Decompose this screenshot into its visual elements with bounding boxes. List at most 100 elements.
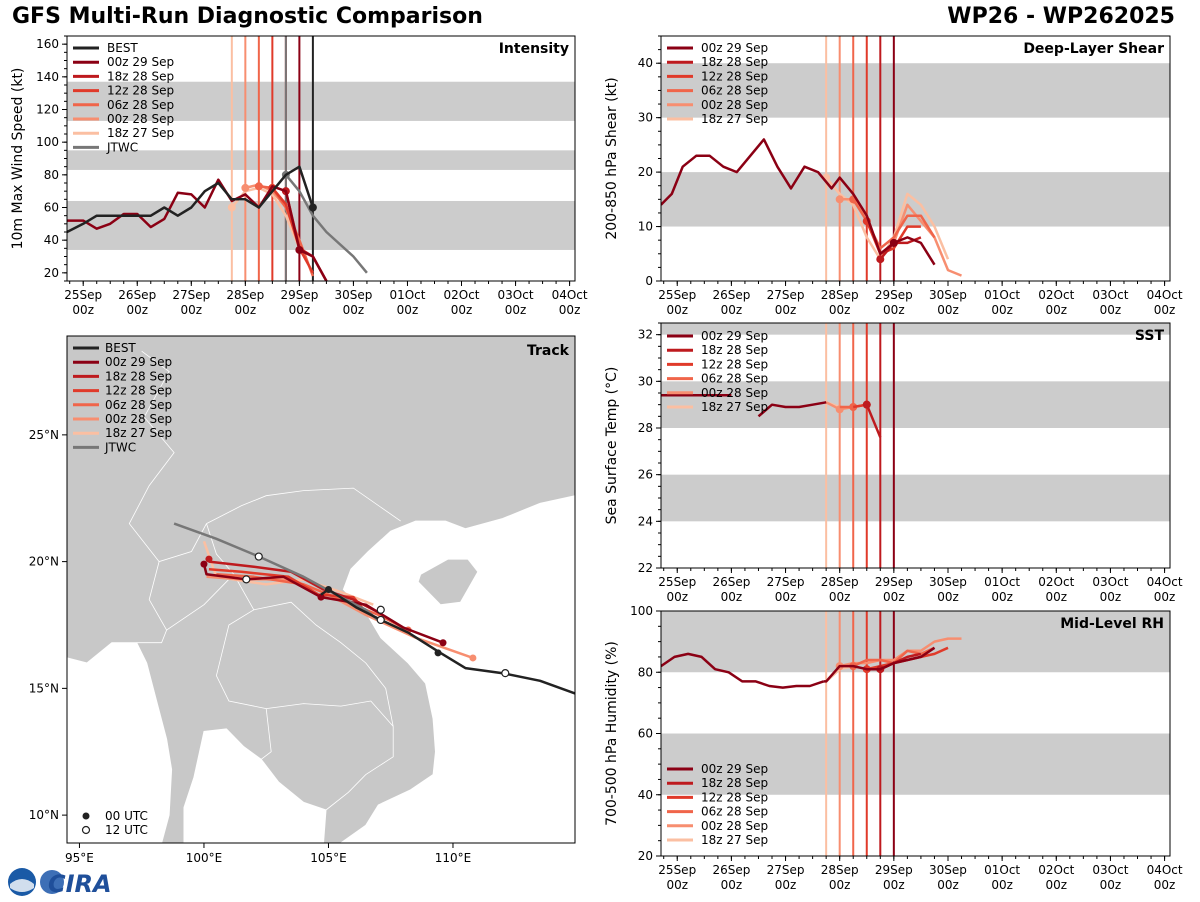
intensity-ytick-label: 120 [36,103,59,117]
sst-xtick-date: 30Sep [929,575,967,589]
track-plot: 95°E 100°E 105°E 110°E 10°N 15°N 20°N 25°N Track… [29,335,576,865]
shear-xtick-date: 25Sep [658,288,696,302]
rh-xtick-date: 28Sep [821,863,859,877]
shear-plot: 01020304025Sep00z26Sep00z27Sep00z28Sep00… [604,35,1183,317]
intensity-xtick-date: 27Sep [172,288,210,302]
track-legend-label: 18z 27 Sep [105,426,172,440]
track-dot-00utc [324,586,332,593]
intensity-legend-label: 18z 27 Sep [107,126,174,140]
intensity-xtick-hour: 00z [505,303,527,317]
shear-legend-label: 18z 28 Sep [701,55,768,69]
shear-xtick-hour: 00z [775,303,797,317]
sst-xtick-date: 28Sep [821,575,859,589]
rh-legend-label: 18z 28 Sep [701,776,768,790]
track-dot-00utc [439,639,447,647]
intensity-ytick-label: 40 [44,233,59,247]
rh-xtick-date: 26Sep [712,863,750,877]
intensity-series-dot [254,182,263,191]
sst-xtick-hour: 00z [883,590,905,604]
track-line [173,522,382,624]
shear-xtick-hour: 00z [1045,303,1067,317]
track-frame [66,335,576,844]
logo-text: CIRA [48,870,112,898]
shear-ytick-label: 20 [638,165,653,179]
shear-xtick-date: 01Oct [984,288,1020,302]
shear-legend-label: 00z 29 Sep [701,41,768,55]
border-line [206,487,401,524]
shear-ytick-label: 10 [638,220,653,234]
intensity-series-line [271,187,314,274]
sst-band [661,474,1170,522]
marker-legend-label: 00 UTC [105,809,148,823]
border-line [128,350,175,562]
sst-xtick-date: 04Oct [1147,575,1183,589]
sst-xtick-hour: 00z [1100,590,1122,604]
intensity-xtick-date: 04Oct [552,288,588,302]
intensity-ytick-label: 80 [44,168,59,182]
sst-legend-label: 00z 29 Sep [701,329,768,343]
sst-legend-label: 18z 27 Sep [701,400,768,414]
lat-tick-label: 20°N [29,555,59,569]
track-legend-label: JTWC [104,440,136,454]
intensity-xtick-date: 03Oct [498,288,534,302]
intensity-band [67,150,575,170]
intensity-ytick-label: 100 [36,135,59,149]
shear-ytick-label: 0 [645,274,653,288]
shear-xtick-hour: 00z [666,303,688,317]
shear-xtick-date: 04Oct [1147,288,1183,302]
storm-id: WP26 - WP262025 [947,4,1175,29]
rh-legend-label: 00z 29 Sep [701,762,768,776]
rh-band [661,733,1170,795]
globe-icon [40,870,64,894]
rh-panel-label: Mid-Level RH [1060,616,1164,632]
intensity-ytick-label: 60 [44,201,59,215]
track-dot-00utc [317,593,325,601]
track-dot-00utc [469,654,477,662]
shear-ylabel: 200-850 hPa Shear (kt) [604,77,620,239]
shear-legend-label: 12z 28 Sep [701,69,768,83]
sst-frame [660,322,1171,569]
sst-xtick-hour: 00z [1045,590,1067,604]
track-dot-12utc [376,615,385,625]
track-dot-00utc [434,649,442,657]
sst-inner [661,323,1170,568]
intensity-xtick-hour: 00z [181,303,203,317]
rh-legend-label: 00z 28 Sep [701,819,768,833]
intensity-xtick-date: 25Sep [64,288,102,302]
rh-xtick-date: 04Oct [1147,863,1183,877]
border-line [260,708,272,760]
track-legend-label: BEST [105,341,136,355]
rh-xtick-date: 29Sep [875,863,913,877]
track-legend-label: 00z 29 Sep [105,355,172,369]
lon-tick-label: 105°E [310,851,347,865]
lat-tick-label: 25°N [29,428,59,442]
intensity-xtick-hour: 00z [397,303,419,317]
shear-series-line [661,138,936,266]
shear-xtick-hour: 00z [1100,303,1122,317]
shear-xtick-date: 27Sep [767,288,805,302]
sst-xtick-hour: 00z [991,590,1013,604]
intensity-series-dot [308,203,317,212]
rh-xtick-date: 27Sep [767,863,805,877]
rh-xtick-hour: 00z [829,878,851,892]
border-line [266,700,394,727]
intensity-ytick-label: 140 [36,70,59,84]
sst-ytick-label: 30 [638,374,653,388]
sst-ytick-label: 24 [638,514,653,528]
intensity-series-line [284,174,368,274]
intensity-xtick-hour: 00z [72,303,94,317]
intensity-xtick-hour: 00z [451,303,473,317]
track-panel-label: Track [527,343,570,359]
shear-band [661,63,1170,118]
intensity-inner [67,36,575,281]
shear-series-line [839,198,962,277]
track-dot-00utc [205,555,213,563]
sst-xtick-hour: 00z [721,590,743,604]
intensity-xtick-hour: 00z [343,303,365,317]
intensity-xtick-date: 29Sep [280,288,318,302]
